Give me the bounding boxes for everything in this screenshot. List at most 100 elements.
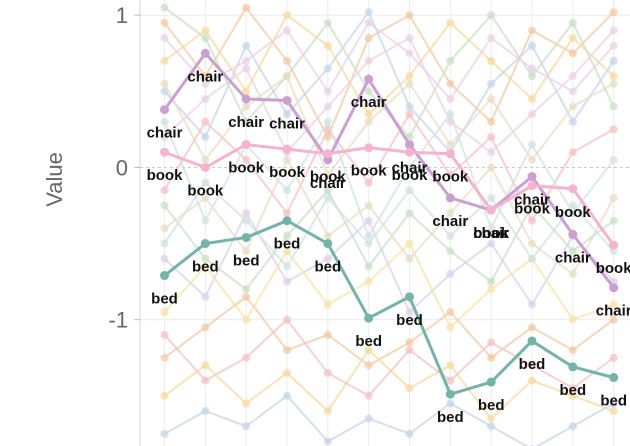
background-series-point <box>609 72 618 81</box>
background-series-point <box>446 361 455 370</box>
background-series-point <box>323 254 332 263</box>
data-label-bed: bed <box>233 252 260 269</box>
background-series-point <box>528 140 536 149</box>
background-series-line <box>164 394 615 446</box>
background-series-point <box>160 117 169 126</box>
background-series-point <box>405 429 414 438</box>
data-label-book: book <box>514 201 550 218</box>
background-series-point <box>528 216 536 225</box>
background-series-point <box>405 49 414 58</box>
data-label-bed: bed <box>396 312 423 329</box>
data-label-bed: bed <box>355 333 382 350</box>
background-series-point <box>323 406 332 415</box>
background-series-point <box>160 254 169 263</box>
background-series-point <box>242 87 251 96</box>
data-label-chair: chair <box>310 175 346 192</box>
background-series-point <box>528 72 536 81</box>
background-series-point <box>283 391 291 400</box>
background-series-point <box>323 102 332 111</box>
background-series-point <box>160 201 169 210</box>
series-point-chair <box>568 229 578 239</box>
series-point-chair <box>364 74 374 84</box>
series-point-book <box>364 143 374 153</box>
background-series-point <box>487 163 496 172</box>
background-series-point <box>364 346 373 355</box>
background-series-point <box>364 414 373 423</box>
background-series-point <box>609 26 618 35</box>
background-series-point <box>323 330 332 339</box>
data-label-book: book <box>187 182 223 199</box>
data-labels: chair chair chair chair chair chair chair chair… <box>147 68 630 426</box>
series-point-bed <box>568 362 578 372</box>
background-series-point <box>283 56 291 65</box>
background-series-point <box>323 87 332 96</box>
series-point-chair <box>609 283 619 293</box>
background-series-point <box>283 209 291 218</box>
data-label-chair: chair <box>187 68 223 85</box>
background-series-point <box>487 11 496 20</box>
background-series-point <box>160 224 169 233</box>
background-series-point <box>201 79 210 88</box>
series-point-book <box>282 144 292 154</box>
data-label-chair: chair <box>555 249 591 266</box>
background-series-point <box>201 178 210 187</box>
background-series-point <box>160 239 169 248</box>
data-label-bed: bed <box>274 236 301 253</box>
background-series-point <box>446 94 455 103</box>
background-series-point <box>528 155 536 164</box>
background-series-point <box>487 277 496 286</box>
background-series-line <box>163 21 615 101</box>
background-series-point <box>323 193 332 202</box>
background-series-point <box>446 269 455 278</box>
background-series-point <box>609 102 618 111</box>
background-series-point <box>201 193 210 202</box>
series-point-book <box>609 240 619 250</box>
background-series-point <box>528 300 536 309</box>
background-series-point <box>528 64 536 73</box>
background-series-point <box>283 110 291 119</box>
series-point-book <box>323 149 333 159</box>
background-series-line <box>163 241 615 329</box>
data-label-bed: bed <box>559 382 586 399</box>
background-series-point <box>487 353 496 362</box>
background-series-point <box>364 239 373 248</box>
background-series-line <box>163 348 615 421</box>
series-point-bed <box>323 239 333 249</box>
background-series-point <box>201 292 210 301</box>
series-point-chair <box>241 94 251 104</box>
background-series-point <box>568 49 577 58</box>
background-series-point <box>487 94 496 103</box>
data-label-book: book <box>269 164 305 181</box>
background-series-line <box>163 181 615 269</box>
background-series-point <box>160 353 169 362</box>
background-series-point <box>487 34 496 43</box>
data-label-bed: bed <box>478 397 505 414</box>
background-series-point <box>528 239 536 248</box>
background-series-point <box>242 3 251 12</box>
data-label-bed: bed <box>314 259 341 276</box>
background-series-point <box>609 353 618 362</box>
background-series-point <box>528 110 536 119</box>
background-series-point <box>609 247 618 256</box>
background-series-point <box>364 216 373 225</box>
series-point-chair <box>405 140 414 150</box>
series-line-bed <box>163 219 615 397</box>
background-series-point <box>568 247 577 256</box>
background-series-point <box>609 125 618 134</box>
data-label-chair: chair <box>351 94 387 111</box>
background-series-point <box>201 155 210 164</box>
background-series-point <box>568 201 577 210</box>
background-series-point <box>323 231 332 240</box>
background-series-point <box>201 406 210 415</box>
data-label-bed: bed <box>437 409 464 426</box>
series-point-chair <box>282 95 292 105</box>
series-point-book <box>200 162 210 172</box>
background-series-point <box>487 422 496 431</box>
series-point-book <box>160 147 169 157</box>
background-series-point <box>446 231 455 240</box>
background-series-point <box>201 323 210 332</box>
background-series-point <box>405 102 414 111</box>
background-series-point <box>364 231 373 240</box>
background-series-point <box>201 34 210 43</box>
background-series-point <box>323 437 332 446</box>
